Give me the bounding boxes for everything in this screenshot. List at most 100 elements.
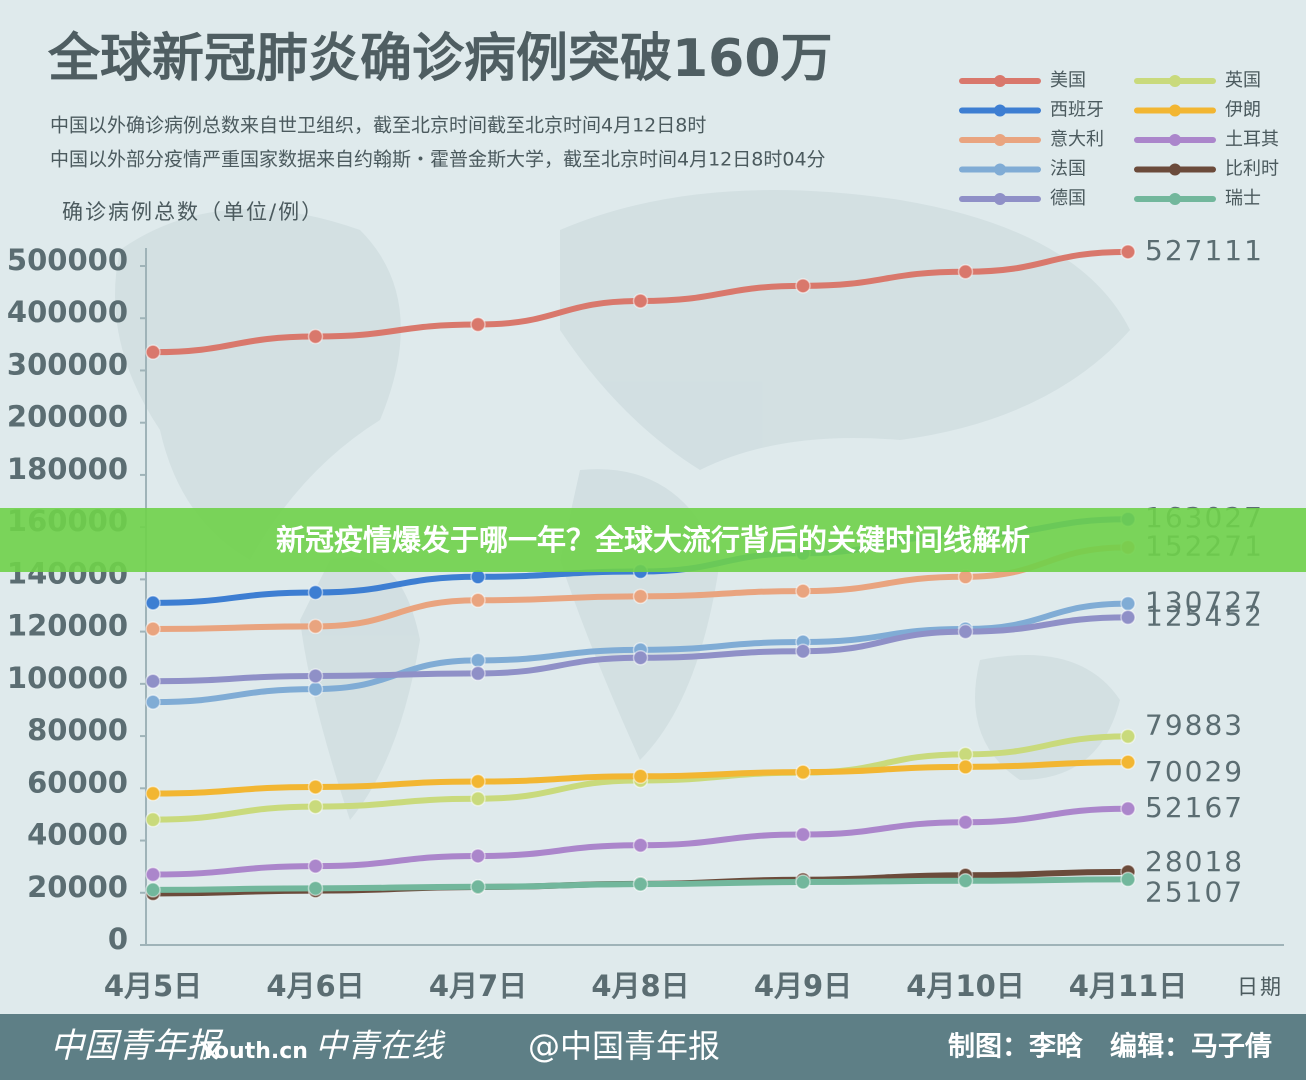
point [145,595,161,611]
point [470,592,486,609]
point [957,814,974,831]
map-backdrop [115,190,1130,820]
end-label: 527111 [1145,234,1264,267]
point [145,694,161,710]
subtitle: 中国以外部分疫情严重国家数据来自约翰斯・霍普金斯大学，截至北京时间4月12日8时… [50,149,826,171]
x-tick-label: 4月8日 [591,969,689,1003]
legend-swatch [994,134,1006,146]
point [145,621,161,637]
end-label: 70029 [1145,755,1244,788]
legend-swatch [1169,75,1181,87]
legend-label: 美国 [1050,70,1086,91]
point [145,785,161,802]
y-tick-label: 60000 [27,765,128,799]
footer-weibo: @中国青年报 [528,1027,720,1065]
point [632,876,649,892]
point [795,826,811,843]
chart-title: 全球新冠肺炎确诊病例突破160万 [47,29,833,89]
point [307,779,324,795]
banner-text: 新冠疫情爆发于哪一年？全球大流行背后的关键时间线解析 [276,523,1030,557]
banner [0,508,1306,572]
point [145,344,161,360]
x-tick-label: 4月5日 [104,969,202,1003]
point [145,673,161,689]
end-label: 130727 [1145,586,1264,619]
y-tick-label: 120000 [7,609,128,643]
subtitle: 中国以外确诊病例总数来自世卫组织，截至北京时间截至北京时间4月12日8时 [50,115,706,137]
point [795,643,811,659]
point [632,768,649,785]
legend-label: 意大利 [1050,129,1104,150]
point [795,764,811,780]
point [957,263,974,280]
legend-swatch [994,104,1006,117]
legend-label: 瑞士 [1225,188,1261,209]
point [470,652,486,669]
y-tick-label: 300000 [7,347,128,381]
y-tick-label: 20000 [27,870,128,904]
legend-swatch [994,75,1006,87]
x-tick-label: 4月6日 [266,969,364,1003]
point [307,618,324,635]
point [632,837,649,853]
point [795,874,811,890]
point [1120,801,1136,817]
point [957,759,974,775]
end-label: 25107 [1145,875,1244,908]
point [632,293,649,309]
point [470,665,486,682]
footer [0,1014,1306,1080]
legend-label: 法国 [1050,159,1086,180]
point [307,681,324,697]
footer-credits: 制图：李晗 编辑：马子倩 [948,1031,1272,1063]
x-tick-label: 4月9日 [754,969,852,1003]
point [957,873,974,889]
footer-logo: 中国青年报 [50,1026,224,1066]
point [470,773,486,790]
point [145,882,161,898]
x-tick-label: 4月7日 [429,969,527,1003]
legend-label: 德国 [1050,188,1086,209]
legend-label: 伊朗 [1225,100,1261,121]
legend-swatch [994,193,1006,205]
y-tick-label: 100000 [7,661,128,695]
point [307,668,324,684]
point [1120,244,1136,260]
point [145,811,161,828]
point [470,791,486,807]
legend-swatch [1169,134,1181,146]
point [795,583,811,599]
point [307,798,324,815]
point [957,623,974,640]
end-label: 79883 [1145,708,1244,741]
legend-swatch [1169,163,1181,176]
legend-label: 英国 [1225,70,1261,91]
point [470,879,486,895]
x-tick-label: 4月11日 [1069,969,1188,1003]
y-tick-label: 400000 [7,295,128,329]
point [1120,728,1136,745]
y-tick-label: 500000 [7,243,128,277]
end-label: 52167 [1145,791,1244,824]
legend-swatch [1169,193,1181,205]
point [1120,754,1136,770]
end-label: 28018 [1145,845,1244,878]
point [145,866,161,883]
x-tick-label: 4月10日 [906,969,1025,1003]
point [470,848,486,864]
point [1120,609,1136,626]
end-label: 125452 [1145,599,1264,632]
y-tick-label: 180000 [7,452,128,486]
y-tick-label: 200000 [7,400,128,434]
footer-logo: 中青在线 [315,1027,446,1065]
footer-logo: Youth.cn [199,1039,308,1064]
point [632,588,649,605]
y-axis-label: 确诊病例总数（单位/例） [62,200,324,224]
y-tick-label: 40000 [27,818,128,852]
x-axis-label: 日期 [1237,975,1283,999]
legend-label: 西班牙 [1050,100,1104,121]
point [307,584,324,601]
y-tick-label: 80000 [27,713,128,747]
point [307,328,324,345]
